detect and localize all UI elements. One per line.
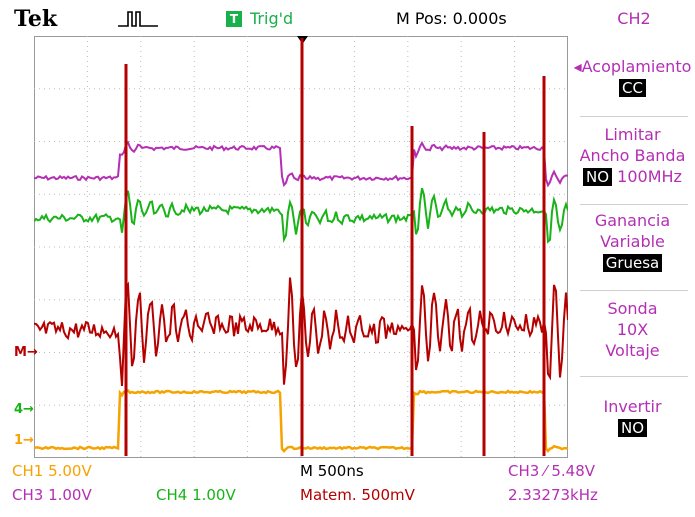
frequency-readout: 2.33273kHz	[508, 486, 598, 504]
trigger-status: Trig'd	[250, 9, 294, 28]
bandwidth-label-2: Ancho Banda	[579, 146, 686, 165]
menu-divider	[580, 290, 688, 291]
probe-label-3: Voltaje	[605, 341, 660, 360]
invert-label: Invertir	[603, 397, 662, 416]
variable-gain-button[interactable]: Ganancia Variable Gruesa	[570, 210, 695, 273]
math-ground-marker: M→	[14, 345, 38, 360]
ch3-scale-readout: CH3 1.00V	[12, 486, 92, 504]
coupling-value: CC	[619, 79, 646, 97]
menu-channel-title: CH2	[617, 9, 651, 28]
math-scale-readout: Matem. 500mV	[300, 486, 415, 504]
graticule-dots	[34, 36, 568, 458]
brand-logo: Tek	[14, 6, 58, 32]
ch4-ground-marker: 4→	[14, 402, 34, 417]
bandwidth-frequency: 100MHz	[617, 167, 682, 186]
timebase-readout: M 500ns	[300, 462, 364, 480]
bandwidth-state: NO	[583, 168, 613, 186]
menu-arrow-icon: ◂	[573, 57, 582, 76]
invert-value: NO	[617, 419, 648, 437]
ch1-ground-marker: 1→	[14, 433, 34, 448]
gain-label-2: Variable	[600, 232, 665, 251]
main-position-readout: M Pos: 0.000s	[396, 9, 507, 28]
bandwidth-label-1: Limitar	[604, 125, 661, 144]
trigger-setting-readout: CH3 ⁄ 5.48V	[508, 462, 595, 480]
bandwidth-limit-button[interactable]: Limitar Ancho Banda NO 100MHz	[570, 124, 695, 187]
channel-side-menu: ◂Acoplamiento CC Limitar Ancho Banda NO …	[570, 36, 695, 458]
ch4-scale-readout: CH4 1.00V	[156, 486, 236, 504]
coupling-label: Acoplamiento	[581, 57, 692, 76]
coupling-menu-button[interactable]: ◂Acoplamiento CC	[570, 56, 695, 98]
menu-divider	[580, 376, 688, 377]
probe-label-2: 10X	[616, 320, 649, 339]
invert-button[interactable]: Invertir NO	[570, 396, 695, 438]
trigger-badge: T	[226, 11, 242, 27]
menu-divider	[580, 116, 688, 117]
acquisition-waveform-icon	[118, 11, 158, 27]
math-spikes	[124, 38, 546, 456]
waveform-display	[34, 36, 568, 458]
menu-divider	[580, 204, 688, 205]
ch1-scale-readout: CH1 5.00V	[12, 462, 92, 480]
gain-value: Gruesa	[602, 254, 663, 272]
probe-label-1: Sonda	[607, 299, 658, 318]
probe-button[interactable]: Sonda 10X Voltaje	[570, 298, 695, 361]
gain-label-1: Ganancia	[594, 211, 671, 230]
top-status-bar: Tek T Trig'd M Pos: 0.000s CH2	[0, 0, 695, 36]
